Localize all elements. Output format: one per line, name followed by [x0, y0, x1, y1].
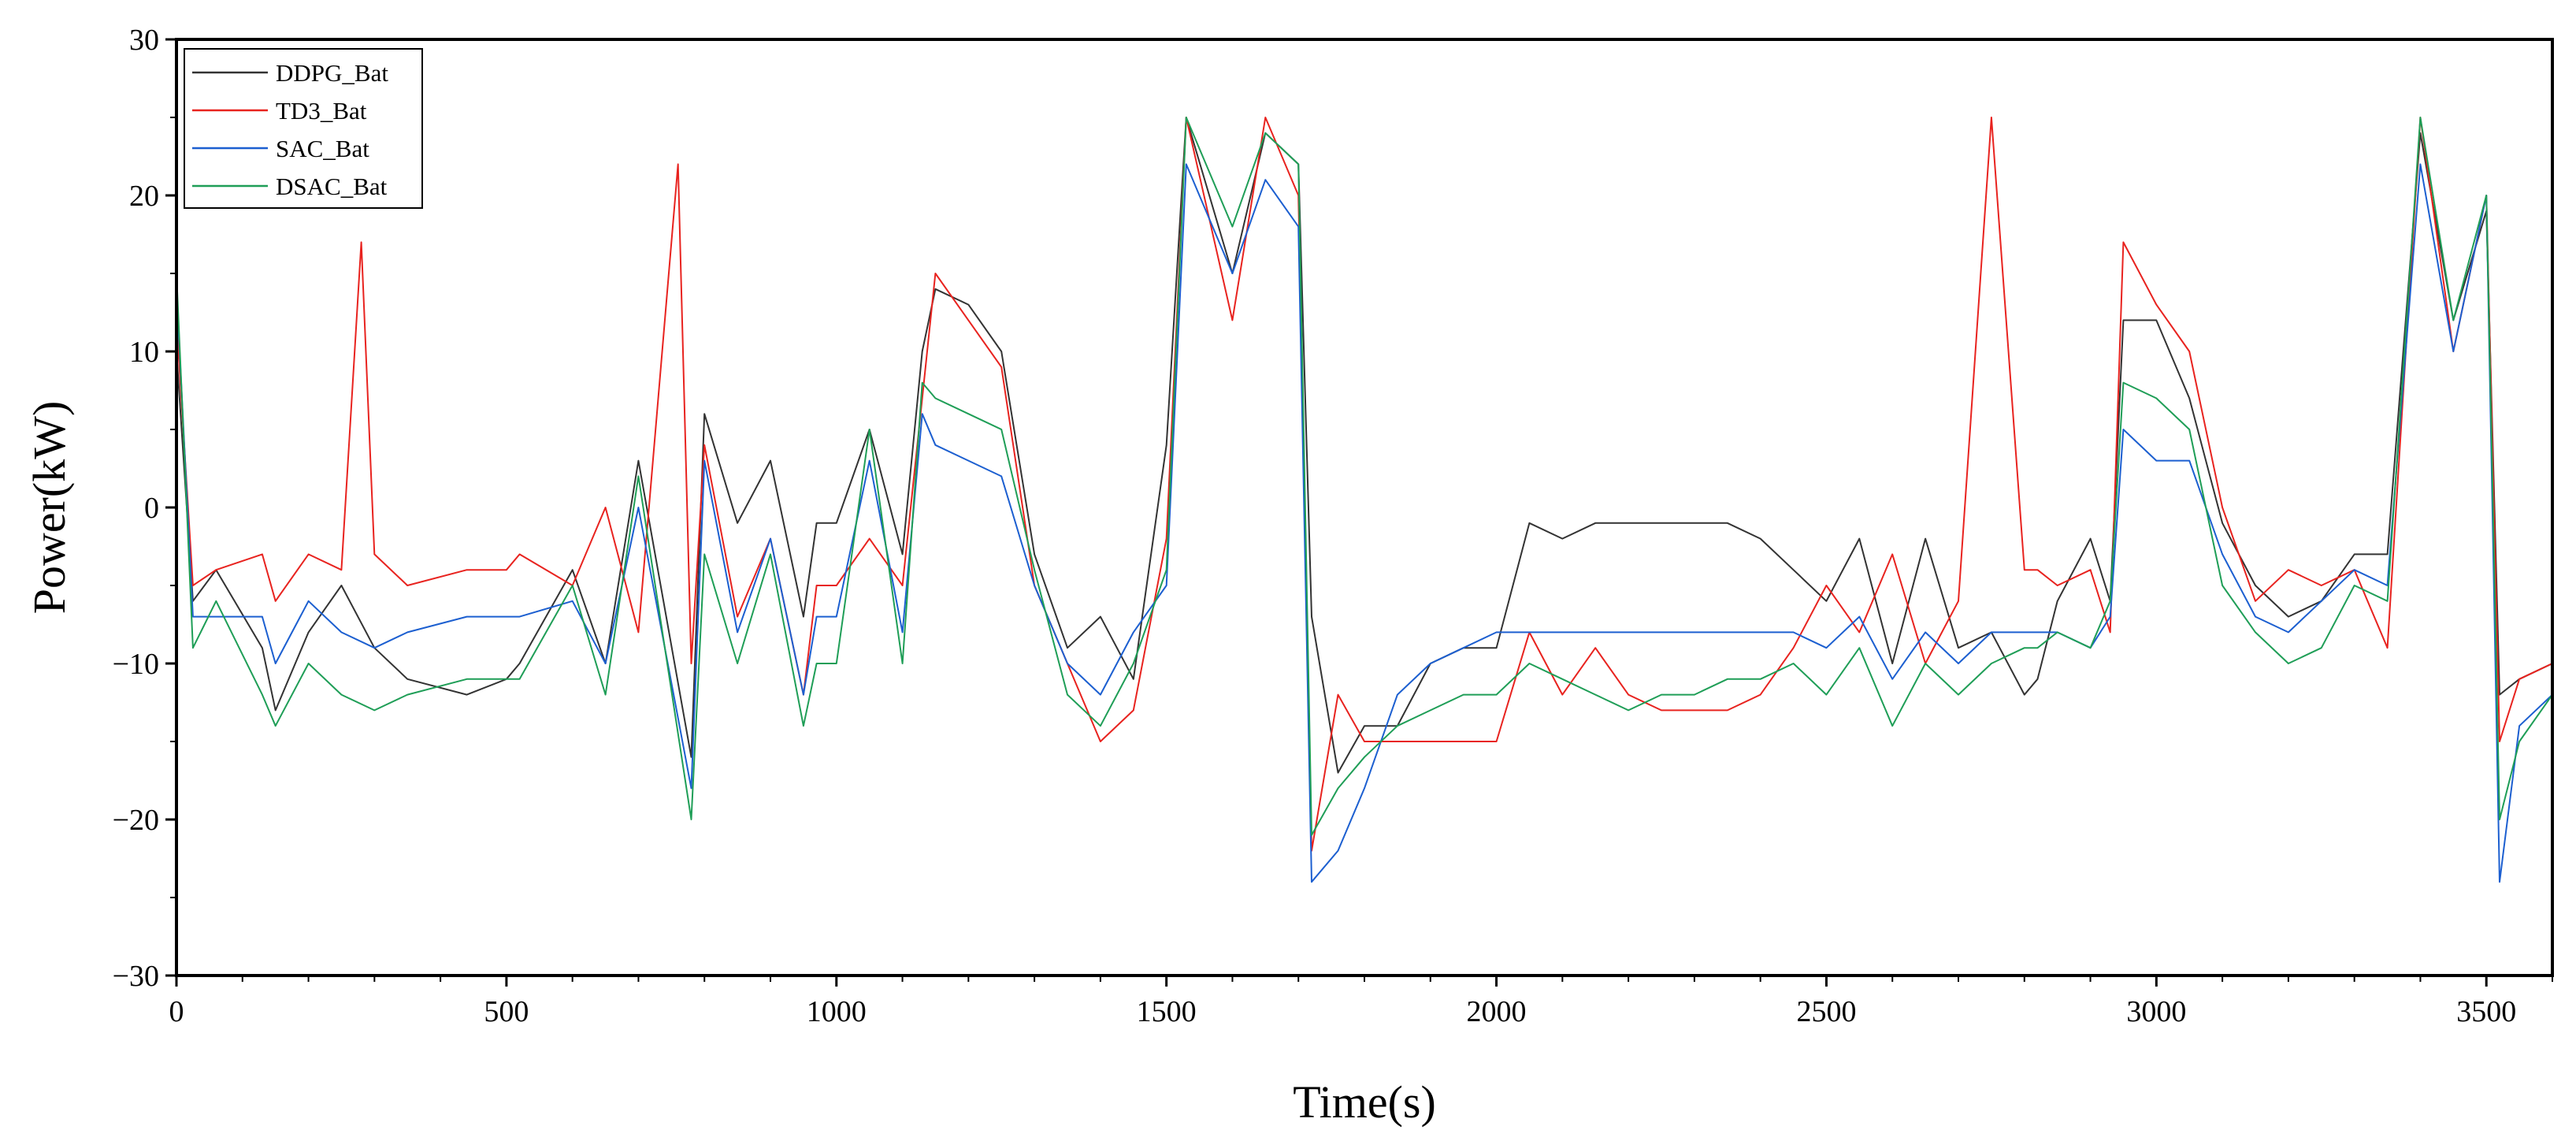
- x-axis-title: Time(s): [1293, 1076, 1436, 1128]
- y-tick-label: 0: [144, 492, 159, 525]
- x-tick-label: 2500: [1796, 995, 1856, 1028]
- y-tick-label: −30: [113, 960, 159, 993]
- legend: DDPG_Bat TD3_Bat SAC_Bat DSAC_Bat: [184, 48, 423, 209]
- series-layer: [176, 117, 2553, 883]
- y-tick-label: 20: [129, 180, 159, 213]
- series-line-dsac-bat: [176, 117, 2553, 836]
- legend-label: SAC_Bat: [276, 135, 369, 162]
- legend-label: DSAC_Bat: [276, 173, 388, 200]
- x-tick-label: 0: [169, 995, 184, 1028]
- legend-label: DDPG_Bat: [276, 59, 388, 87]
- x-tick-label: 3500: [2456, 995, 2516, 1028]
- x-axis: 0 500 1000 1500 2000 2500 3000 3500: [169, 976, 2553, 1028]
- legend-label: TD3_Bat: [276, 97, 367, 125]
- series-line-sac-bat: [176, 163, 2553, 883]
- y-tick-label: 10: [129, 336, 159, 369]
- series-line-td3-bat: [176, 117, 2553, 852]
- y-tick-label: 30: [129, 24, 159, 57]
- y-tick-label: −10: [113, 648, 159, 681]
- legend-box: [184, 48, 423, 209]
- x-tick-label: 500: [484, 995, 529, 1028]
- x-tick-label: 2000: [1467, 995, 1527, 1028]
- y-axis-title: Power(kW): [24, 401, 75, 615]
- x-tick-label: 1500: [1137, 995, 1197, 1028]
- y-tick-label: −20: [113, 804, 159, 837]
- x-tick-label: 1000: [807, 995, 867, 1028]
- x-tick-label: 3000: [2126, 995, 2186, 1028]
- y-axis: −30 −20 −10 0 10 20 30: [113, 24, 176, 993]
